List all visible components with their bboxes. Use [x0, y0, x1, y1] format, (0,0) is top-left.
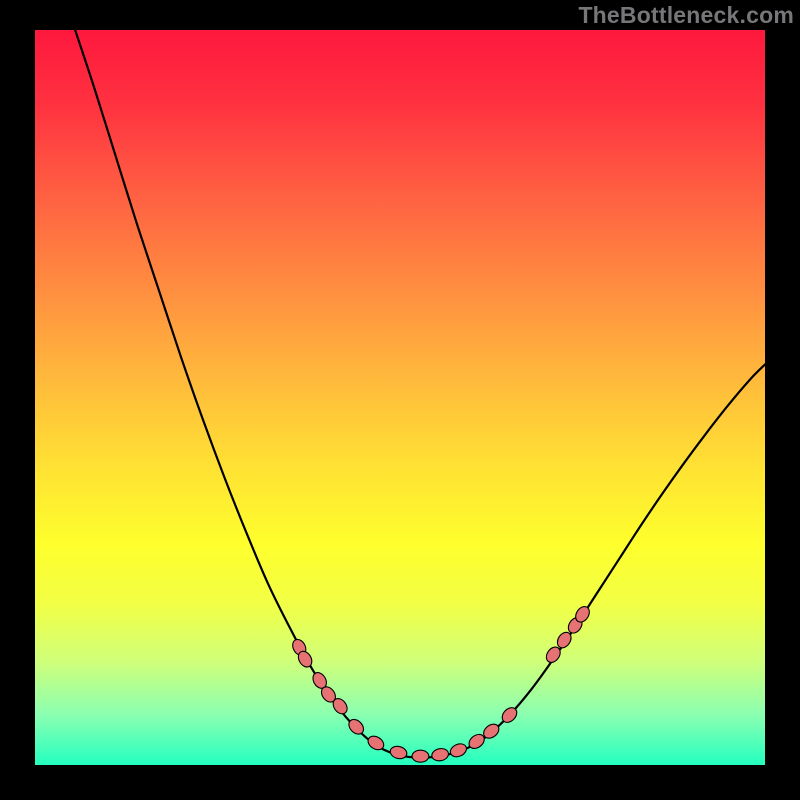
chart-background [35, 30, 765, 765]
watermark-text: TheBottleneck.com [578, 2, 794, 29]
curve-marker [412, 750, 429, 762]
chart-region [35, 30, 765, 765]
